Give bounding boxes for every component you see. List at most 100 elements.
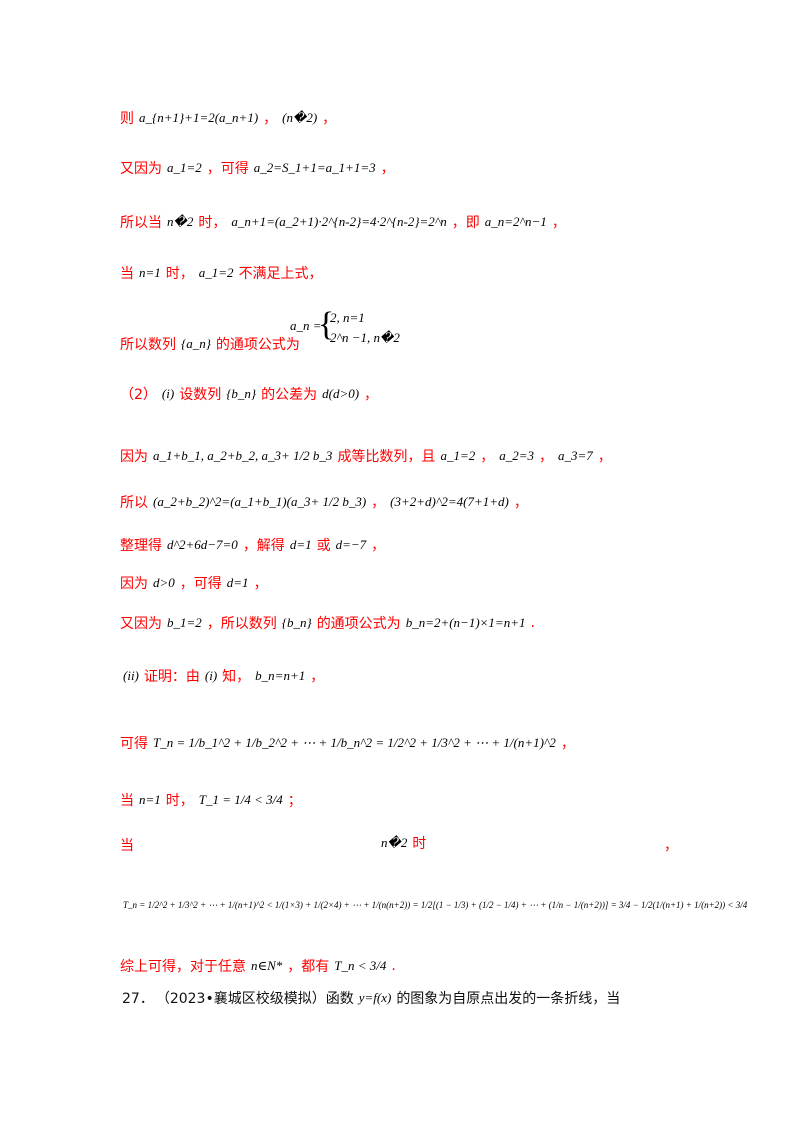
solution-line-10: 因为 d>0 ，可得 d=1 ， bbox=[120, 573, 268, 593]
text: 当 bbox=[120, 266, 134, 282]
text: 时， bbox=[165, 266, 194, 282]
text: ， bbox=[364, 387, 379, 403]
problem-27: 27． （2023•襄城区校级模拟）函数 y=f(x) 的图象为自原点出发的一条… bbox=[122, 988, 620, 1008]
formula: d^2+6d−7=0 bbox=[167, 537, 238, 552]
formula: a_1=2 bbox=[167, 160, 202, 175]
text: （2） bbox=[120, 387, 157, 403]
text: ，可得 bbox=[179, 576, 222, 592]
piecewise-brace: { bbox=[318, 306, 335, 343]
formula: a_{n+1}+1=2(a_n+1) bbox=[139, 110, 259, 125]
formula: T_n = 1/b_1^2 + 1/b_2^2 + ⋯ + 1/b_n^2 = … bbox=[153, 735, 556, 750]
text: 时 bbox=[412, 836, 427, 852]
formula: a_1+b_1, a_2+b_2, a_3+ 1/2 b_3 bbox=[153, 448, 333, 463]
solution-line-14: 当 n=1 时， T_1 = 1/4 < 3/4 ； bbox=[120, 790, 302, 810]
text: 时， bbox=[165, 793, 194, 809]
problem-number: 27． bbox=[122, 991, 154, 1007]
text: ， bbox=[263, 111, 278, 127]
text: ， bbox=[513, 495, 528, 511]
piecewise-case-1: 2, n=1 bbox=[330, 310, 365, 325]
formula: y=f(x) bbox=[358, 990, 392, 1005]
text: ， bbox=[539, 449, 553, 465]
formula: (3+2+d)^2=4(7+1+d) bbox=[390, 494, 509, 509]
solution-line-7: 因为 a_1+b_1, a_2+b_2, a_3+ 1/2 b_3 成等比数列，… bbox=[120, 446, 612, 466]
problem-source: （2023•襄城区校级模拟）函数 bbox=[155, 991, 354, 1007]
piecewise-lhs: a_n = bbox=[290, 318, 322, 333]
text: ， bbox=[380, 161, 395, 177]
formula: n=1 bbox=[139, 792, 161, 807]
text: 又因为 bbox=[120, 616, 162, 632]
formula: a_n+1=(a_2+1)·2^{n-2}=4·2^{n-2}=2^n bbox=[231, 214, 447, 229]
text: ，解得 bbox=[242, 538, 285, 554]
text: 当 bbox=[120, 838, 134, 854]
formula: (i) bbox=[161, 386, 175, 401]
text: 综上可得，对于任意 bbox=[120, 959, 246, 975]
text: ， bbox=[560, 736, 575, 752]
solution-line-16: T_n = 1/2^2 + 1/3^2 + ⋯ + 1/(n+1)^2 < 1/… bbox=[120, 900, 750, 911]
formula: {b_n} bbox=[226, 386, 257, 401]
text: 知， bbox=[222, 669, 251, 685]
formula: n�2 bbox=[167, 214, 194, 229]
formula: T_1 = 1/4 < 3/4 bbox=[198, 792, 283, 807]
formula: (ii) bbox=[123, 668, 139, 683]
formula: n=1 bbox=[139, 265, 161, 280]
text: . bbox=[391, 958, 396, 974]
formula: (i) bbox=[204, 668, 218, 683]
text: ， bbox=[322, 111, 337, 127]
formula: d=−7 bbox=[335, 537, 367, 552]
solution-line-6: （2） (i) 设数列 {b_n} 的公差为 d(d>0) ， bbox=[120, 384, 378, 404]
formula: a_3=7 bbox=[558, 448, 593, 463]
formula: b_n=2+(n−1)×1=n+1 bbox=[405, 615, 526, 630]
solution-line-12: (ii) 证明：由 (i) 知， b_n=n+1 ， bbox=[120, 666, 324, 686]
formula: {b_n} bbox=[281, 615, 312, 630]
solution-line-15c: ， bbox=[664, 835, 678, 855]
text: 的通项公式为 bbox=[316, 616, 401, 632]
text: 所以当 bbox=[120, 215, 162, 231]
text: 成等比数列，且 bbox=[337, 449, 436, 465]
text: 时， bbox=[198, 215, 227, 231]
text: ， bbox=[551, 215, 566, 231]
text: 设数列 bbox=[179, 387, 222, 403]
solution-line-5: 所以数列 {a_n} 的通项公式为 bbox=[120, 334, 300, 354]
text: . bbox=[530, 615, 535, 631]
text: ， bbox=[480, 449, 495, 465]
text: 则 bbox=[120, 111, 134, 127]
text: ，即 bbox=[451, 215, 480, 231]
solution-line-3: 所以当 n�2 时， a_n+1=(a_2+1)·2^{n-2}=4·2^{n-… bbox=[120, 212, 566, 232]
text: ，都有 bbox=[287, 959, 330, 975]
text: 又因为 bbox=[120, 161, 162, 177]
solution-line-11: 又因为 b_1=2 ，所以数列 {b_n} 的通项公式为 b_n=2+(n−1)… bbox=[120, 613, 535, 633]
text: ， bbox=[310, 669, 325, 685]
formula: a_1=2 bbox=[198, 265, 234, 280]
text: 所以 bbox=[120, 495, 148, 511]
text: ，所以数列 bbox=[206, 616, 277, 632]
solution-line-15b: n�2 时 bbox=[378, 833, 426, 853]
text: 可得 bbox=[120, 736, 148, 752]
formula: a_2=S_1+1=a_1+1=3 bbox=[253, 160, 376, 175]
solution-line-13: 可得 T_n = 1/b_1^2 + 1/b_2^2 + ⋯ + 1/b_n^2… bbox=[120, 733, 575, 753]
text: ， bbox=[253, 576, 268, 592]
text: 或 bbox=[316, 538, 331, 554]
formula: a_2=3 bbox=[499, 448, 534, 463]
solution-line-15a: 当 bbox=[120, 835, 134, 855]
solution-line-9: 整理得 d^2+6d−7=0 ，解得 d=1 或 d=−7 ， bbox=[120, 535, 385, 555]
formula: T_n < 3/4 bbox=[334, 958, 387, 973]
formula: (a_2+b_2)^2=(a_1+b_1)(a_3+ 1/2 b_3) bbox=[153, 494, 367, 509]
text: 证明：由 bbox=[143, 669, 200, 685]
formula: b_1=2 bbox=[167, 615, 202, 630]
formula: d=1 bbox=[226, 575, 249, 590]
formula: b_n=n+1 bbox=[255, 668, 306, 683]
text: ， bbox=[597, 449, 612, 465]
formula: {a_n} bbox=[181, 336, 211, 351]
formula: a_1=2 bbox=[440, 448, 476, 463]
text: 不满足上式， bbox=[238, 266, 323, 282]
formula: a_n=2^n−1 bbox=[484, 214, 547, 229]
solution-line-1: 则 a_{n+1}+1=2(a_n+1) ， (n�2) ， bbox=[120, 108, 336, 128]
problem-text: 的图象为自原点出发的一条折线，当 bbox=[396, 991, 621, 1007]
text: 因为 bbox=[120, 449, 148, 465]
text: 所以数列 bbox=[120, 337, 176, 353]
solution-line-17: 综上可得，对于任意 n∈N* ，都有 T_n < 3/4 . bbox=[120, 956, 396, 976]
text: ， bbox=[371, 495, 386, 511]
text: 当 bbox=[120, 793, 134, 809]
formula: d>0 bbox=[153, 575, 175, 590]
formula: n�2 bbox=[381, 835, 408, 850]
